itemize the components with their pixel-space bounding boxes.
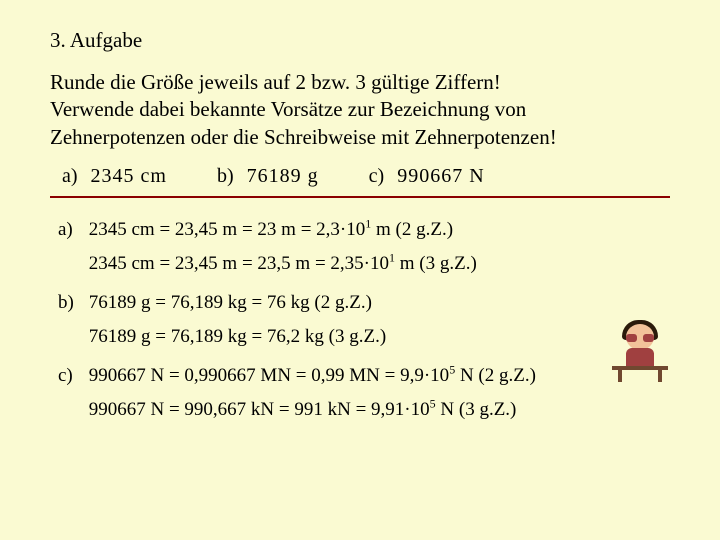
eq-text: 990667 N = 0,990667 MN = 0,99 MN = 9,9·1… — [89, 365, 449, 386]
problem-value-a: 2345 cm — [91, 165, 167, 187]
problem-label-b: b) — [217, 165, 234, 187]
section-divider — [50, 196, 670, 198]
solution-line: 2345 cm = 23,45 m = 23,5 m = 2,35·101 m … — [58, 250, 670, 279]
eq-text: 76189 g = 76,189 kg = 76,2 kg (3 g.Z.) — [89, 326, 386, 347]
solution-b: b) 76189 g = 76,189 kg = 76 kg (2 g.Z.) … — [58, 289, 670, 352]
eq-text: m (2 g.Z.) — [371, 219, 453, 240]
instruction-block: Runde die Größe jeweils auf 2 bzw. 3 gül… — [50, 69, 670, 151]
solution-c: c) 990667 N = 0,990667 MN = 0,99 MN = 9,… — [58, 362, 670, 425]
eq-text: 2345 cm = 23,45 m = 23,5 m = 2,35·10 — [89, 253, 389, 274]
solution-line: a) 2345 cm = 23,45 m = 23 m = 2,3·101 m … — [58, 216, 670, 245]
instruction-line: Runde die Größe jeweils auf 2 bzw. 3 gül… — [50, 69, 670, 96]
eq-text: N (2 g.Z.) — [455, 365, 536, 386]
problem-value-c: 990667 N — [397, 165, 484, 187]
cartoon-figure-icon — [612, 318, 668, 382]
problem-label-c: c) — [369, 165, 385, 187]
eq-text: m (3 g.Z.) — [395, 253, 477, 274]
problem-value-b: 76189 g — [247, 165, 319, 187]
solution-a: a) 2345 cm = 23,45 m = 23 m = 2,3·101 m … — [58, 216, 670, 279]
solution-label-a: a) — [58, 216, 84, 245]
task-title: 3. Aufgabe — [50, 28, 670, 53]
solution-line: 990667 N = 990,667 kN = 991 kN = 9,91·10… — [58, 396, 670, 425]
solution-line: c) 990667 N = 0,990667 MN = 0,99 MN = 9,… — [58, 362, 670, 391]
instruction-line: Verwende dabei bekannte Vorsätze zur Bez… — [50, 96, 670, 123]
problem-row: a) 2345 cm b) 76189 g c) 990667 N — [50, 165, 670, 188]
problem-label-a: a) — [62, 165, 78, 187]
solution-label-b: b) — [58, 289, 84, 318]
solution-line: b) 76189 g = 76,189 kg = 76 kg (2 g.Z.) — [58, 289, 670, 318]
instruction-line: Zehnerpotenzen oder die Schreibweise mit… — [50, 124, 670, 151]
eq-text: 76189 g = 76,189 kg = 76 kg (2 g.Z.) — [89, 292, 372, 313]
solution-label-c: c) — [58, 362, 84, 391]
eq-text: 2345 cm = 23,45 m = 23 m = 2,3·10 — [89, 219, 366, 240]
eq-text: 990667 N = 990,667 kN = 991 kN = 9,91·10 — [89, 399, 430, 420]
eq-text: N (3 g.Z.) — [436, 399, 517, 420]
solutions-block: a) 2345 cm = 23,45 m = 23 m = 2,3·101 m … — [50, 216, 670, 425]
solution-line: 76189 g = 76,189 kg = 76,2 kg (3 g.Z.) — [58, 323, 670, 352]
